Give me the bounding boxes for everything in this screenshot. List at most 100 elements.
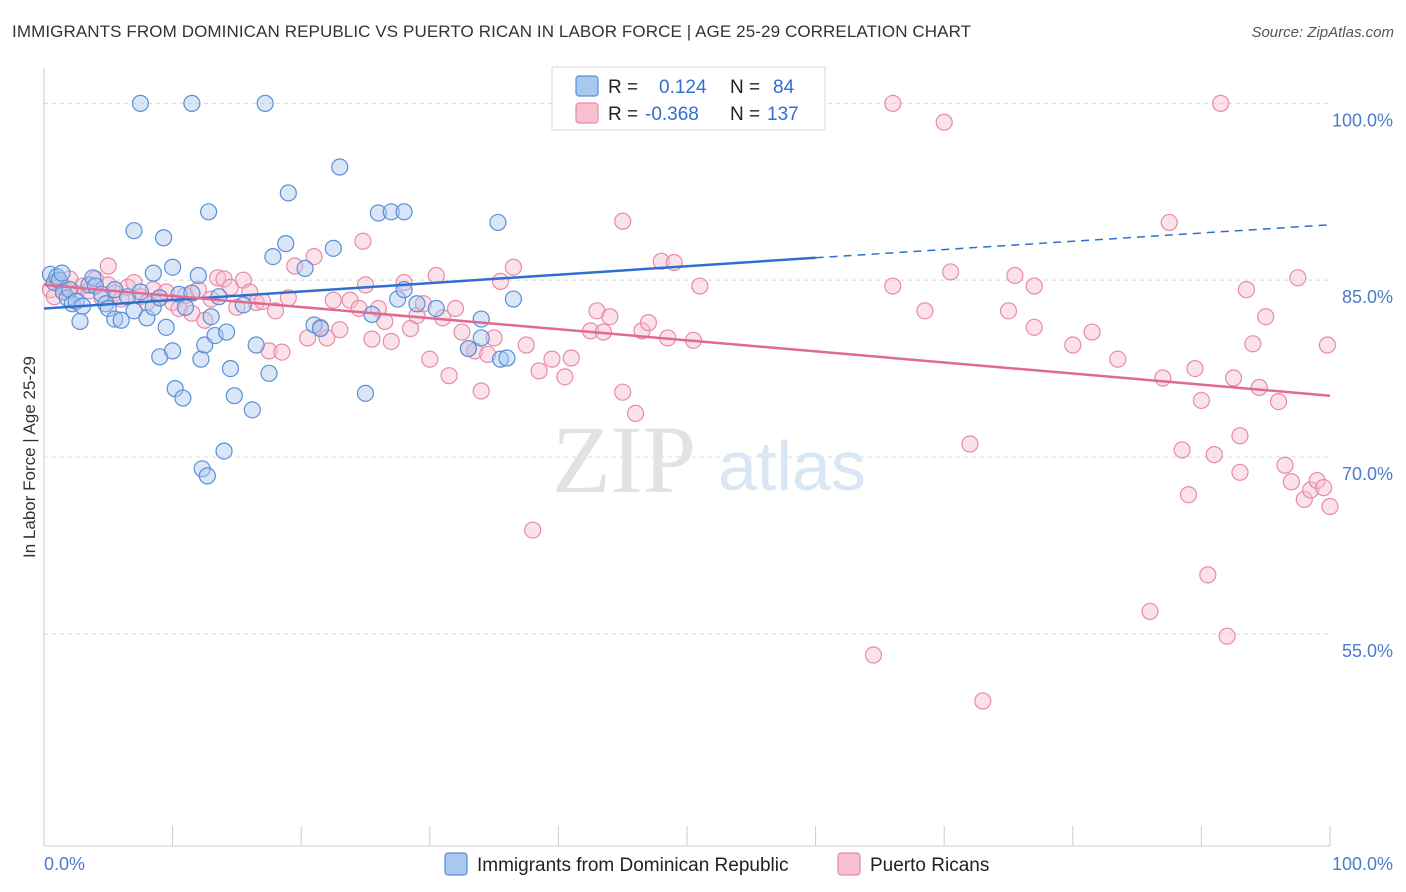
watermark-atlas: atlas bbox=[718, 427, 866, 505]
puerto-ricans-point bbox=[556, 368, 574, 386]
puerto-ricans-point bbox=[1083, 323, 1101, 341]
dominican-trend-line bbox=[43, 256, 816, 310]
puerto-ricans-point bbox=[1244, 335, 1262, 353]
puerto-ricans-point bbox=[324, 291, 342, 309]
y-axis-label: In Labor Force | Age 25-29 bbox=[20, 356, 39, 558]
bottom-legend-swatch-pink bbox=[837, 852, 861, 876]
puerto-ricans-point bbox=[1025, 318, 1043, 336]
dominican-point bbox=[71, 312, 89, 331]
dominican-point bbox=[408, 295, 426, 313]
puerto-ricans-point bbox=[286, 257, 304, 275]
dominican-point bbox=[356, 384, 375, 402]
puerto-ricans-point bbox=[1025, 277, 1043, 295]
watermark: ZIP atlas bbox=[552, 406, 866, 513]
puerto-ricans-point bbox=[961, 435, 979, 453]
puerto-ricans-point bbox=[395, 273, 413, 292]
puerto-ricans-point bbox=[354, 232, 372, 250]
puerto-ricans-point bbox=[1302, 481, 1320, 499]
puerto-ricans-point bbox=[1218, 627, 1236, 645]
puerto-ricans-point bbox=[1269, 392, 1288, 411]
puerto-ricans-point bbox=[504, 258, 522, 276]
puerto-ricans-point bbox=[446, 299, 465, 318]
dominican-point bbox=[243, 401, 261, 419]
dominican-point bbox=[202, 308, 220, 326]
dominican-point bbox=[198, 467, 216, 485]
puerto-ricans-point bbox=[479, 345, 497, 364]
puerto-ricans-point bbox=[414, 295, 432, 313]
dominican-trend-extension bbox=[815, 224, 1331, 259]
puerto-ricans-trend-line bbox=[43, 283, 1331, 397]
puerto-ricans-point bbox=[472, 382, 490, 400]
chart-source: Source: ZipAtlas.com bbox=[1251, 24, 1394, 41]
puerto-ricans-point bbox=[331, 321, 349, 339]
dominican-point bbox=[112, 311, 130, 329]
puerto-ricans-point bbox=[427, 266, 445, 285]
legend-r-value-pink: -0.368 bbox=[645, 104, 699, 125]
puerto-ricans-point bbox=[1192, 391, 1211, 410]
dominican-point bbox=[296, 259, 314, 277]
puerto-ricans-point bbox=[305, 248, 323, 266]
puerto-ricans-point bbox=[1237, 281, 1256, 299]
dominican-point bbox=[498, 349, 516, 367]
puerto-ricans-point bbox=[1289, 269, 1307, 287]
puerto-ricans-point bbox=[453, 323, 471, 341]
bottom-legend-label-blue: Immigrants from Dominican Republic bbox=[477, 855, 789, 876]
puerto-ricans-point bbox=[363, 330, 381, 348]
puerto-ricans-point bbox=[1179, 486, 1198, 504]
dominican-point bbox=[106, 310, 124, 328]
puerto-ricans-point bbox=[485, 329, 503, 347]
puerto-ricans-point bbox=[942, 263, 960, 281]
dominican-point bbox=[260, 364, 278, 382]
puerto-ricans-points bbox=[41, 94, 1339, 710]
dominican-point bbox=[144, 298, 162, 316]
dominican-point bbox=[472, 329, 490, 347]
legend-swatch-blue bbox=[575, 75, 599, 97]
legend-r-value-blue: 0.124 bbox=[659, 77, 707, 98]
dominican-point bbox=[189, 266, 207, 285]
puerto-ricans-point bbox=[99, 257, 117, 275]
puerto-ricans-point bbox=[974, 692, 992, 710]
puerto-ricans-point bbox=[440, 367, 458, 385]
puerto-ricans-point bbox=[1282, 473, 1301, 491]
dominican-point bbox=[277, 235, 295, 253]
puerto-ricans-point bbox=[1064, 336, 1082, 354]
puerto-ricans-point bbox=[652, 252, 670, 270]
series-legend: Immigrants from Dominican Republic Puert… bbox=[444, 852, 989, 876]
puerto-ricans-point bbox=[639, 314, 658, 332]
puerto-ricans-point bbox=[1314, 479, 1333, 497]
dominican-point bbox=[154, 229, 173, 247]
legend-r-label-pink: R = bbox=[608, 104, 638, 125]
dominican-point bbox=[192, 350, 210, 368]
legend-r-label-blue: R = bbox=[608, 77, 638, 98]
puerto-ricans-point bbox=[1276, 456, 1294, 474]
puerto-ricans-point bbox=[1318, 336, 1337, 354]
dominican-point bbox=[247, 336, 265, 354]
puerto-ricans-point bbox=[1295, 490, 1313, 509]
y-tick-labels: 100.0% 85.0% 70.0% 55.0% bbox=[1332, 110, 1393, 660]
y-tick-label: 70.0% bbox=[1342, 464, 1393, 484]
puerto-ricans-point bbox=[691, 277, 709, 295]
legend-n-value-pink: 137 bbox=[767, 104, 799, 125]
puerto-ricans-point bbox=[517, 336, 535, 354]
dominican-point bbox=[395, 203, 413, 221]
puerto-ricans-point bbox=[1224, 369, 1243, 387]
dominican-point bbox=[138, 309, 156, 327]
puerto-ricans-point bbox=[562, 349, 580, 367]
dominican-point bbox=[389, 290, 407, 308]
dominican-point bbox=[279, 184, 297, 202]
puerto-ricans-point bbox=[530, 362, 548, 380]
puerto-ricans-point bbox=[601, 308, 619, 326]
dominican-point bbox=[221, 359, 240, 378]
x-ticks bbox=[172, 826, 1331, 846]
puerto-ricans-point bbox=[491, 272, 510, 290]
x-tick-label-min: 0.0% bbox=[44, 854, 85, 874]
dominican-point bbox=[459, 339, 477, 358]
dominican-point bbox=[164, 342, 182, 360]
puerto-ricans-point bbox=[884, 277, 902, 295]
dominican-point bbox=[225, 387, 243, 405]
y-tick-label: 55.0% bbox=[1342, 641, 1393, 661]
puerto-ricans-point bbox=[1257, 308, 1275, 326]
dominican-point bbox=[324, 239, 342, 257]
dominican-point bbox=[504, 290, 522, 308]
